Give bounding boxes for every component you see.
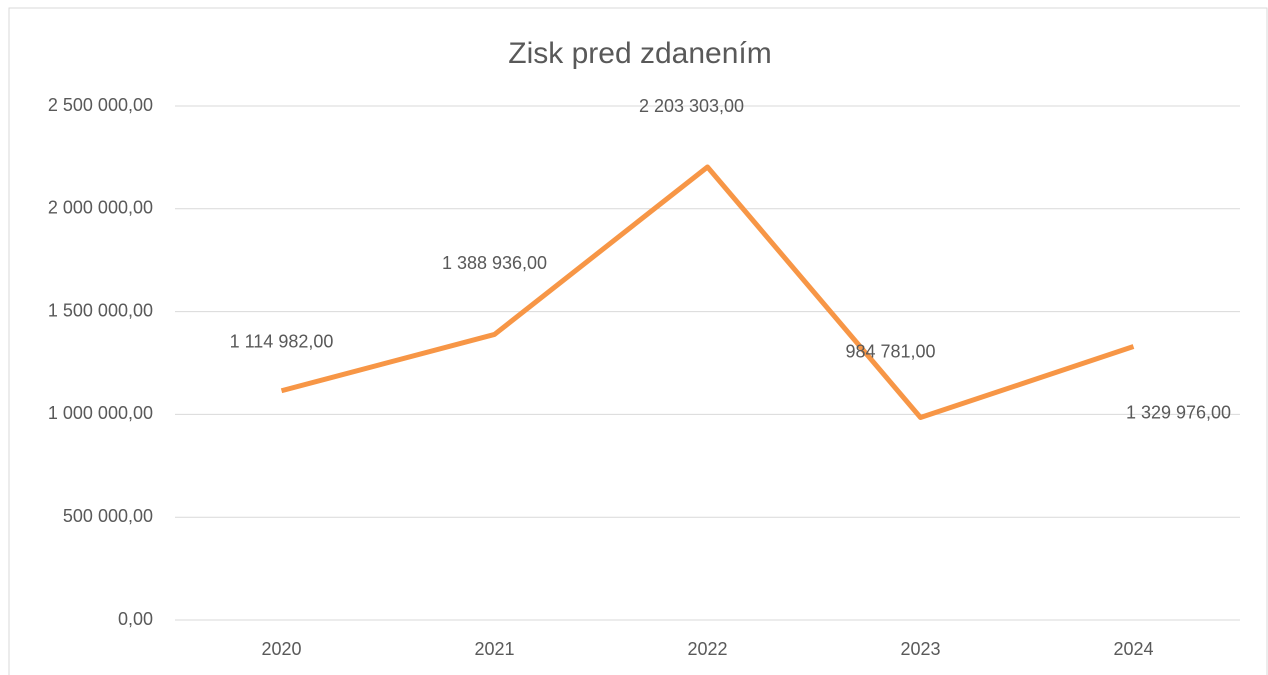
data-label: 1 114 982,00 [230,332,334,352]
x-tick-label: 2020 [261,639,301,659]
x-tick-label: 2022 [687,639,727,659]
y-tick-label: 0,00 [118,609,153,629]
x-tick-label: 2023 [900,639,940,659]
data-label: 1 388 936,00 [442,253,547,273]
y-tick-label: 1 000 000,00 [48,403,153,423]
data-label: 1 329 976,00 [1126,402,1231,422]
chart-title: Zisk pred zdanením [508,37,771,70]
y-tick-label: 2 500 000,00 [48,95,153,115]
x-tick-label: 2024 [1113,639,1153,659]
y-tick-label: 1 500 000,00 [48,300,153,320]
data-label: 2 203 303,00 [639,96,744,116]
line [280,164,1135,421]
y-tick-label: 2 000 000,00 [48,198,153,218]
x-tick-label: 2021 [474,639,514,659]
chart-border [8,7,1268,675]
data-label: 984 781,00 [845,341,935,361]
y-tick-label: 500 000,00 [63,506,153,526]
